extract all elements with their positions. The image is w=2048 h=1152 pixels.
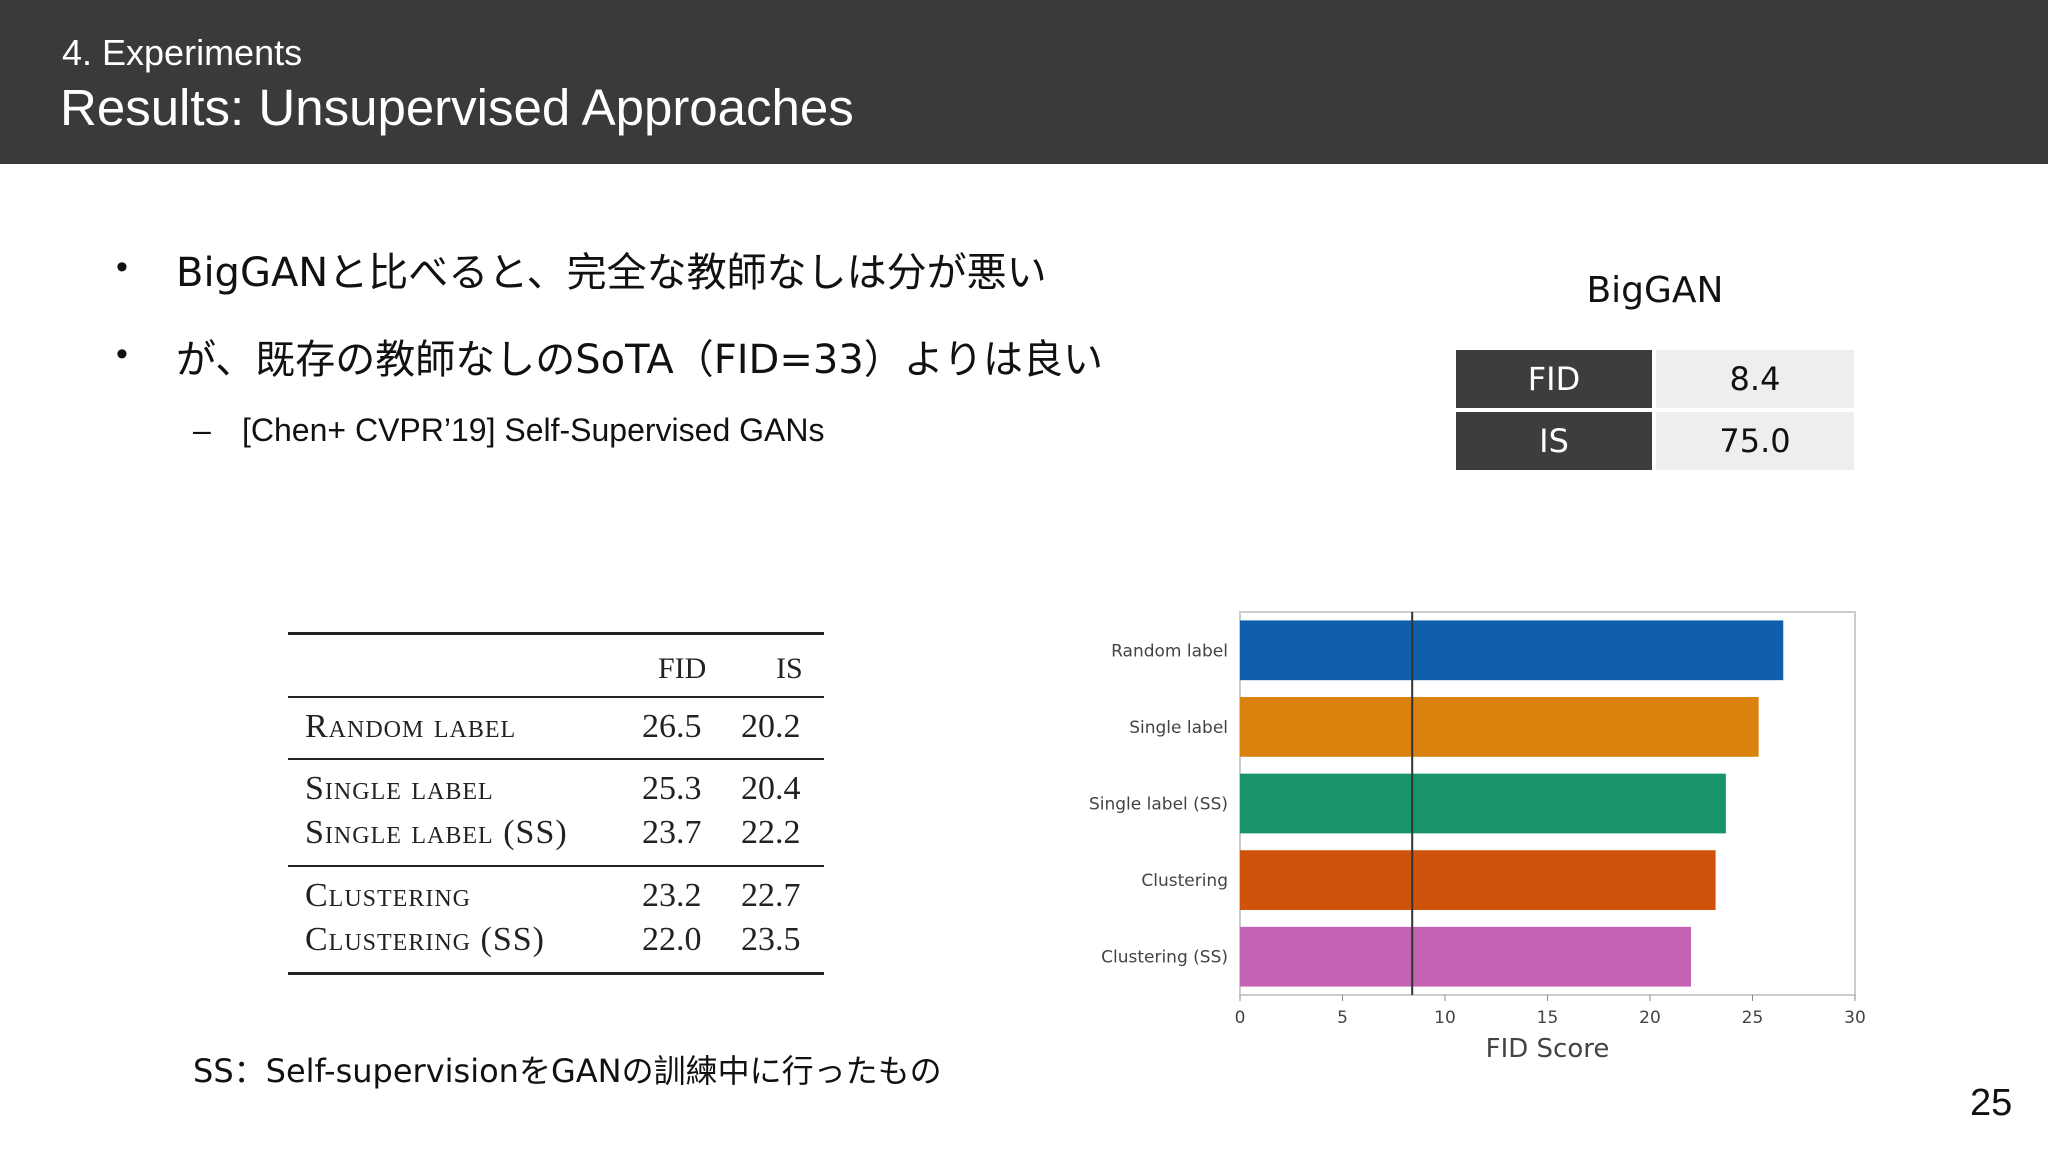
row-name-single-label-ss: Single label (SS) (305, 814, 568, 851)
table-rule (288, 865, 824, 867)
category-label: Random label (1111, 641, 1228, 661)
bullet-1: BigGANと比べると、完全な教師なしは分が悪い (176, 250, 1047, 296)
slide-header: 4. Experiments Results: Unsupervised App… (0, 0, 2048, 164)
slide-title: Results: Unsupervised Approaches (60, 79, 854, 136)
x-tick-label: 15 (1537, 1008, 1559, 1028)
row-fid: 23.7 (642, 814, 702, 851)
category-label: Single label (SS) (1089, 795, 1228, 815)
row-is: 20.4 (741, 770, 801, 807)
table-rule (288, 696, 824, 698)
bullet-marker-2: • (116, 335, 128, 373)
bar (1240, 926, 1691, 987)
x-tick-label: 0 (1235, 1008, 1246, 1028)
biggan-metric: IS (1456, 410, 1656, 474)
header-is: IS (776, 652, 803, 685)
row-is: 20.2 (741, 708, 801, 745)
table-top-rule (288, 632, 824, 635)
section-label: 4. Experiments (62, 32, 303, 73)
biggan-row: IS 75.0 (1456, 410, 1854, 474)
biggan-row: FID 8.4 (1456, 350, 1854, 412)
bullet-2: が、既存の教師なしのSoTA（FID=33）よりは良い (176, 337, 1103, 383)
row-fid: 23.2 (642, 877, 702, 914)
x-tick-label: 10 (1434, 1008, 1456, 1028)
category-label: Single label (1129, 718, 1228, 738)
row-fid: 25.3 (642, 770, 702, 807)
x-axis-title: FID Score (1486, 1034, 1610, 1064)
sub-bullet-marker: – (193, 412, 211, 448)
x-tick-label: 5 (1337, 1008, 1348, 1028)
row-name-clustering-ss: Clustering (SS) (305, 921, 545, 958)
biggan-metric: FID (1456, 350, 1656, 412)
bar (1240, 850, 1716, 910)
row-name-random-label: Random label (305, 708, 517, 745)
x-tick-label: 25 (1742, 1008, 1764, 1028)
row-name-single-label: Single label (305, 770, 494, 807)
table-bottom-rule (288, 972, 824, 975)
x-tick-label: 30 (1844, 1008, 1866, 1028)
row-is: 23.5 (741, 921, 801, 958)
category-label: Clustering (1141, 871, 1228, 891)
sub-bullet: [Chen+ CVPR’19] Self-Supervised GANs (242, 412, 825, 448)
biggan-caption: BigGAN (1586, 270, 1724, 311)
biggan-table: FID 8.4 IS 75.0 (1456, 350, 1854, 474)
bullet-marker-1: • (116, 248, 128, 286)
x-tick-label: 20 (1639, 1008, 1661, 1028)
category-label: Clustering (SS) (1101, 948, 1228, 968)
biggan-value: 8.4 (1654, 350, 1854, 412)
row-is: 22.7 (741, 877, 801, 914)
page-number: 25 (1970, 1082, 2013, 1124)
header-fid: FID (658, 652, 707, 685)
bar (1240, 697, 1759, 757)
row-is: 22.2 (741, 814, 801, 851)
row-name-clustering: Clustering (305, 877, 472, 914)
bar (1240, 620, 1784, 681)
table-rule (288, 758, 824, 760)
fid-bar-chart: Random label Single label Single label (SS… (1089, 611, 1866, 1064)
row-fid: 22.0 (642, 921, 702, 958)
bar (1240, 773, 1726, 834)
footnote: SS：Self-supervisionをGANの訓練中に行ったもの (193, 1052, 942, 1090)
row-fid: 26.5 (642, 708, 702, 745)
biggan-value: 75.0 (1654, 410, 1854, 474)
